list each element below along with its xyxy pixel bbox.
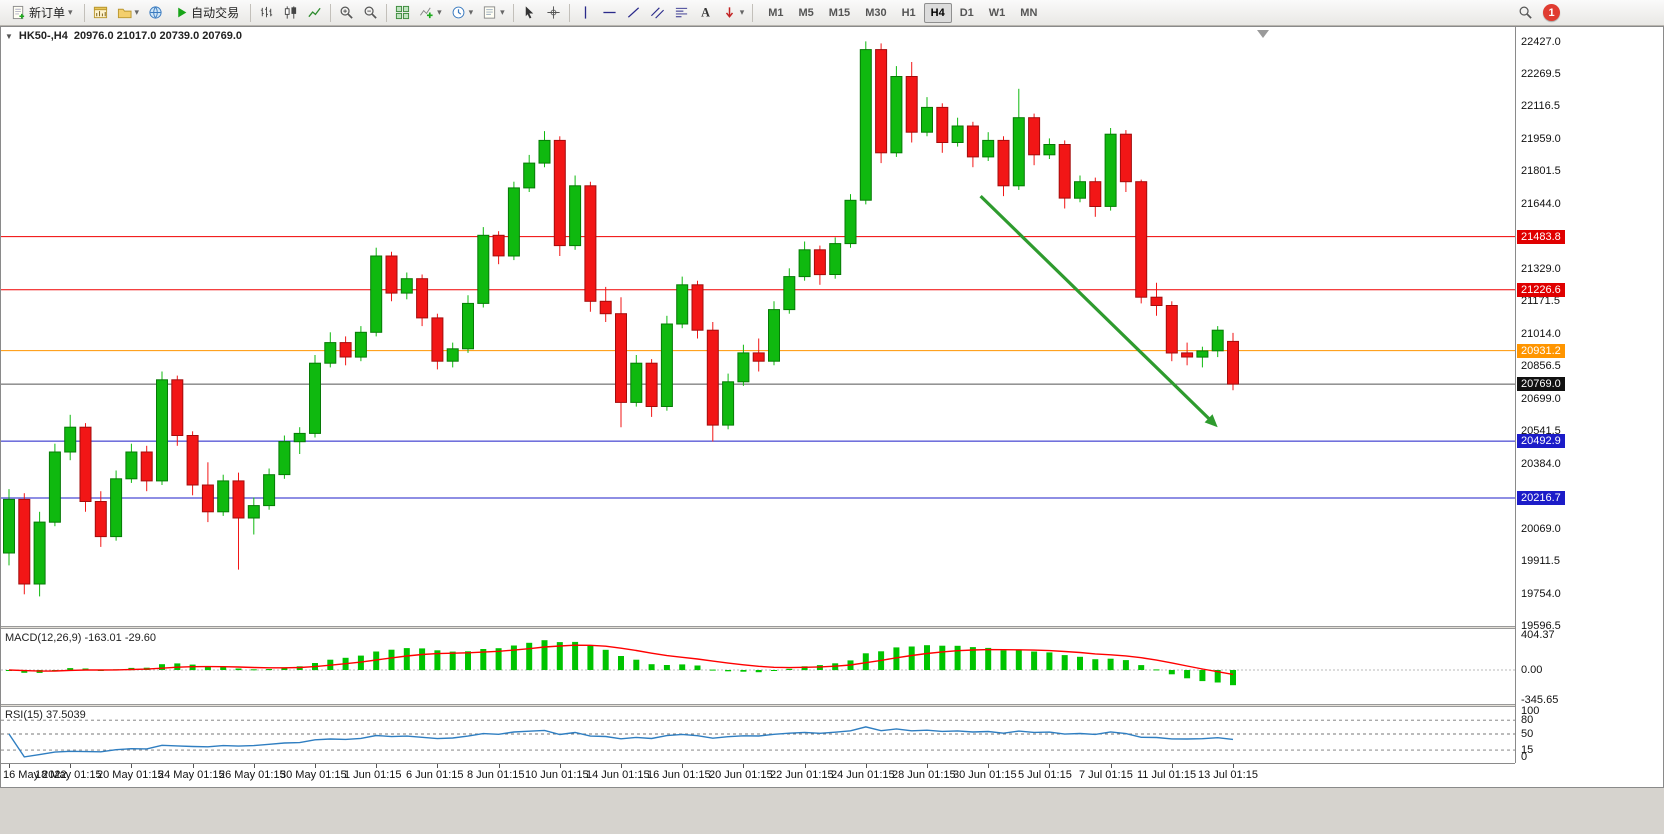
timeframe-button-h4[interactable]: H4 — [923, 2, 952, 23]
timeframe-toolbar: M1 M5 M15 M30 H1 H4 D1 W1 MN — [761, 2, 1044, 23]
rsi-indicator-label: RSI(15) 37.5039 — [5, 709, 86, 721]
toolbar-separator — [386, 3, 388, 22]
chevron-down-icon: ▾ — [134, 7, 140, 17]
chevron-down-icon: ▾ — [68, 7, 73, 17]
trendline-button[interactable] — [622, 2, 645, 24]
channel-icon — [650, 5, 665, 20]
profiles-folder-icon — [117, 5, 132, 20]
line-chart-icon — [307, 5, 322, 20]
arrow-stamp-icon — [722, 5, 737, 20]
auto-trading-label: 自动交易 — [191, 6, 240, 20]
main-chart-canvas[interactable] — [1, 27, 1515, 627]
trendline-icon — [626, 5, 641, 20]
toolbar-separator — [512, 3, 514, 22]
zoom-out-button[interactable] — [359, 2, 382, 24]
globe-icon — [148, 5, 163, 20]
chevron-down-icon: ▾ — [468, 7, 474, 17]
cursor-button[interactable] — [518, 2, 541, 24]
play-icon — [175, 6, 188, 19]
toolbar-separator — [250, 3, 252, 22]
chevron-down-icon: ▾ — [437, 7, 442, 17]
new-order-label: 新订单 — [29, 6, 66, 20]
collapse-panel-icon[interactable]: ▼ — [5, 31, 13, 41]
tile-windows-button[interactable] — [391, 2, 414, 24]
macd-pane-canvas[interactable] — [1, 629, 1515, 705]
search-button[interactable] — [1514, 2, 1537, 24]
horizontal-line-button[interactable] — [598, 2, 621, 24]
zoom-in-icon — [339, 5, 354, 20]
toolbar-separator — [330, 3, 332, 22]
search-icon — [1518, 5, 1533, 20]
market-watch-button[interactable] — [144, 2, 167, 24]
profiles-button[interactable]: ▾ — [113, 2, 144, 24]
charts-window-button[interactable] — [89, 2, 112, 24]
timeframe-button-m5[interactable]: M5 — [798, 6, 814, 19]
cursor-icon — [522, 5, 537, 20]
timeframe-button-m1[interactable]: M1 — [768, 6, 784, 19]
toolbar: 新订单 ▾ ▾ 自动交易 — [0, 0, 1664, 26]
timeframe-button-m15[interactable]: M15 — [828, 6, 851, 19]
toolbar-separator — [83, 3, 85, 22]
candlestick-chart-button[interactable] — [279, 2, 302, 24]
horizontal-line-icon — [602, 5, 617, 20]
line-chart-button[interactable] — [303, 2, 326, 24]
template-icon — [482, 5, 497, 20]
arrows-tool-button[interactable]: ▾ — [718, 2, 749, 24]
bar-chart-button[interactable] — [255, 2, 278, 24]
fibonacci-icon — [674, 5, 689, 20]
tile-windows-icon — [395, 5, 410, 20]
new-order-icon — [11, 5, 26, 20]
timeframe-button-d1[interactable]: D1 — [959, 6, 974, 19]
timeframe-button-m30[interactable]: M30 — [865, 6, 887, 19]
rsi-pane-canvas[interactable] — [1, 707, 1515, 761]
bar-chart-icon — [259, 5, 274, 20]
time-axis[interactable]: 16 May 2022 18 May 01:15 20 May 01:15 24 Ma… — [1, 763, 1515, 787]
periods-button[interactable]: ▾ — [447, 2, 478, 24]
chart-symbol-label: HK50-,H4 — [18, 30, 68, 42]
chart-window: ▼ HK50-,H4 20976.0 21017.0 20739.0 20769… — [0, 26, 1664, 788]
zoom-in-button[interactable] — [335, 2, 358, 24]
price-scale[interactable]: 22427.0 22269.5 22116.5 21959.0 21801.5 21644… — [1515, 27, 1663, 763]
chevron-down-icon: ▾ — [500, 7, 505, 17]
chart-title: ▼ HK50-,H4 20976.0 21017.0 20739.0 20769… — [5, 30, 242, 42]
text-tool-icon: A — [698, 5, 713, 20]
vertical-line-icon — [578, 5, 593, 20]
crosshair-button[interactable] — [542, 2, 565, 24]
chevron-down-icon: ▾ — [739, 7, 745, 17]
auto-trading-button[interactable]: 自动交易 — [168, 2, 246, 24]
vertical-line-button[interactable] — [574, 2, 597, 24]
crosshair-icon — [546, 5, 561, 20]
chart-ohlc-values: 20976.0 21017.0 20739.0 20769.0 — [73, 30, 243, 42]
channel-button[interactable] — [646, 2, 669, 24]
fibonacci-button[interactable] — [670, 2, 693, 24]
templates-button[interactable]: ▾ — [478, 2, 509, 24]
indicators-icon — [419, 5, 434, 20]
indicators-button[interactable]: ▾ — [415, 2, 446, 24]
candlestick-chart-icon — [283, 5, 298, 20]
text-tool-button[interactable]: A — [694, 2, 717, 24]
svg-text:A: A — [701, 6, 710, 20]
macd-pane-splitter[interactable] — [1, 626, 1515, 629]
clock-icon — [451, 5, 466, 20]
toolbar-separator — [752, 3, 754, 22]
timeframe-button-w1[interactable]: W1 — [988, 6, 1006, 19]
timeframe-button-mn[interactable]: MN — [1020, 6, 1038, 19]
notification-badge[interactable]: 1 — [1543, 4, 1560, 21]
zoom-out-icon — [363, 5, 378, 20]
toolbar-right: 1 — [1514, 2, 1560, 24]
macd-indicator-label: MACD(12,26,9) -163.01 -29.60 — [5, 632, 157, 644]
charts-window-icon — [93, 5, 108, 20]
toolbar-separator — [568, 3, 570, 22]
timeframe-button-h1[interactable]: H1 — [901, 6, 916, 19]
rsi-pane-splitter[interactable] — [1, 704, 1515, 707]
new-order-button[interactable]: 新订单 ▾ — [4, 2, 80, 24]
